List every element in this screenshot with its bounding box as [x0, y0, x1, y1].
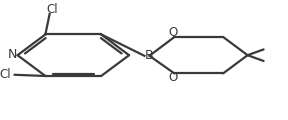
Text: O: O: [168, 71, 178, 84]
Text: Cl: Cl: [47, 3, 58, 16]
Text: B: B: [144, 49, 153, 62]
Text: Cl: Cl: [0, 68, 11, 81]
Text: N: N: [8, 48, 17, 61]
Text: O: O: [168, 26, 178, 39]
